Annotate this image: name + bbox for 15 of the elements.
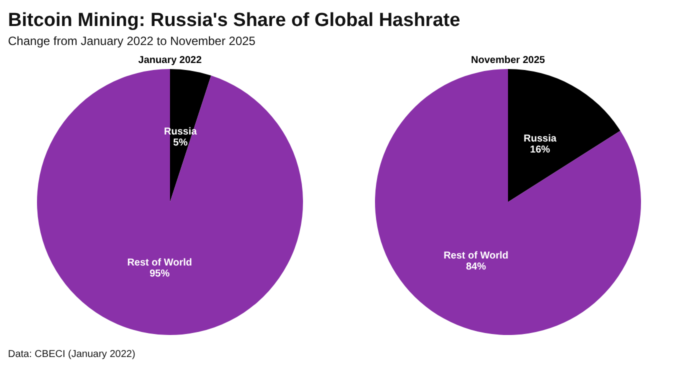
data-label: 16% <box>530 144 550 156</box>
pie-slice <box>37 69 303 335</box>
text: Data: CBECI (January 2022) <box>8 349 136 360</box>
slice-label: Rest of World <box>127 258 192 269</box>
text: Bitcoin Mining: Russia's Share of Global Hashrate <box>8 10 460 31</box>
pie-slice <box>375 69 641 335</box>
chart-title: January 2022 <box>138 55 202 66</box>
data-label: 95% <box>150 268 170 280</box>
pie-slice <box>508 69 620 202</box>
chart-title: November 2025 <box>471 55 546 66</box>
slice-label: Russia <box>524 134 557 145</box>
slice-label: Rest of World <box>444 250 508 262</box>
data-label: 5% <box>173 137 188 148</box>
text: Change from January 2022 to November 2025 <box>8 34 256 48</box>
data-label: 84% <box>466 261 486 272</box>
